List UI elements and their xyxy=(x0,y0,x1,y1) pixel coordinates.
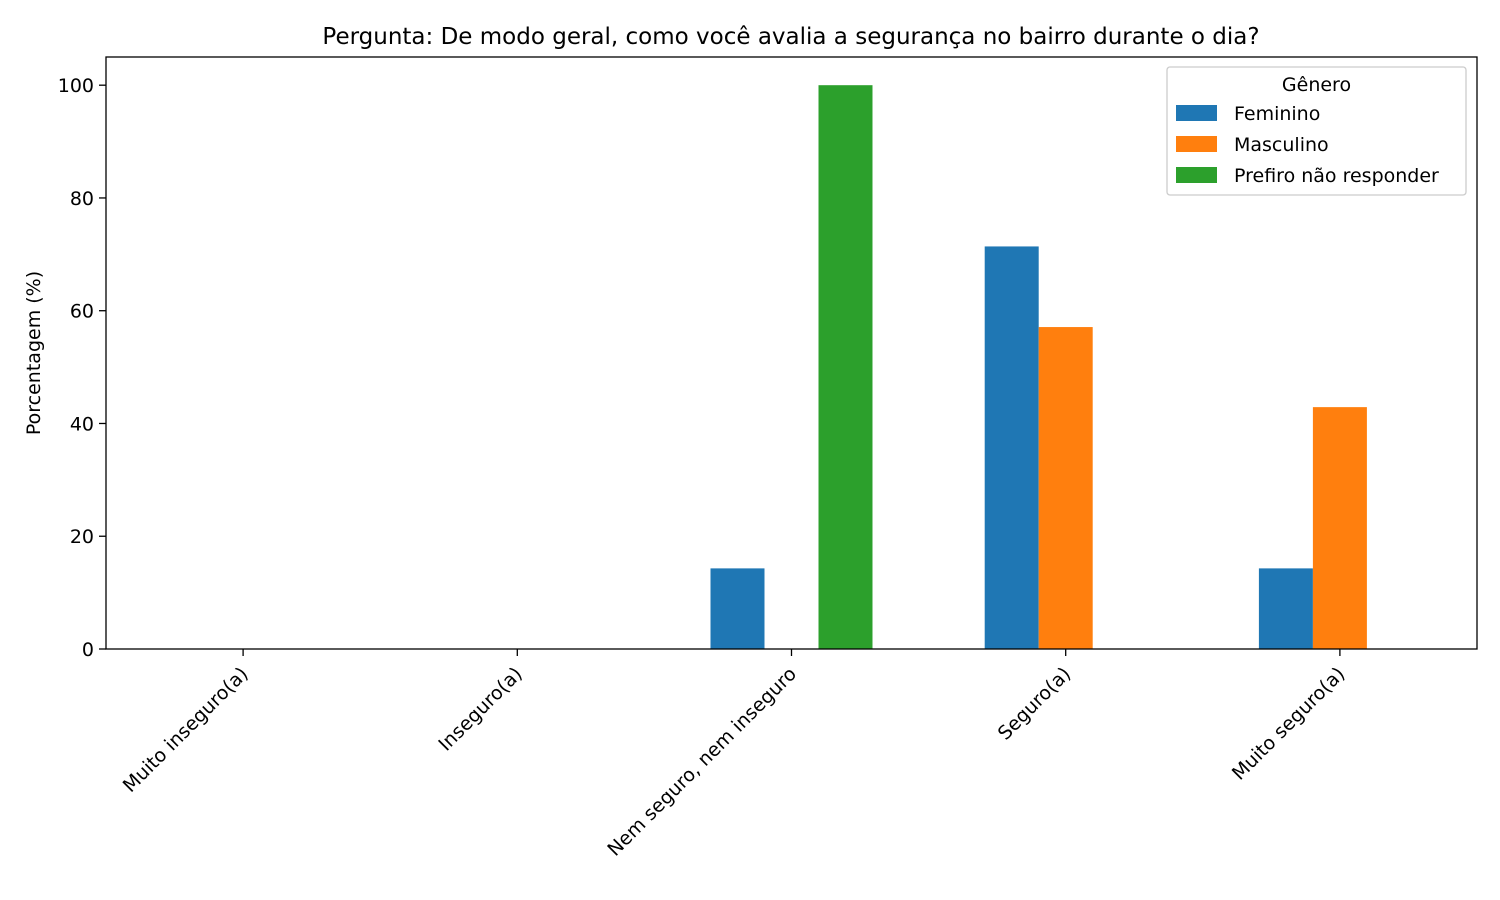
y-tick-label-80: 80 xyxy=(70,188,94,210)
x-tick-label-0: Muito inseguro(a) xyxy=(119,663,253,797)
y-tick-label-0: 0 xyxy=(82,639,94,661)
legend-swatch-2 xyxy=(1176,167,1217,183)
y-tick-label-60: 60 xyxy=(70,301,94,323)
legend-swatch-0 xyxy=(1176,105,1217,121)
bar-masculino-4 xyxy=(1312,407,1367,649)
x-tick-label-2: Nem seguro, nem inseguro xyxy=(603,663,801,861)
bar-feminino-4 xyxy=(1258,568,1313,649)
bar-feminino-2 xyxy=(710,568,765,649)
legend-label-0: Feminino xyxy=(1234,103,1320,125)
x-tick-label-3: Seguro(a) xyxy=(994,663,1076,745)
x-tick-label-4: Muito seguro(a) xyxy=(1228,663,1350,785)
y-tick-label-40: 40 xyxy=(70,413,94,435)
bar-feminino-3 xyxy=(984,246,1039,649)
legend-label-2: Prefiro não responder xyxy=(1234,165,1439,187)
bar-prefiro-n-o-responder-2 xyxy=(818,85,873,649)
legend-title: Gênero xyxy=(1282,74,1351,96)
x-tick-label-1: Inseguro(a) xyxy=(434,663,527,756)
legend-box xyxy=(1166,66,1467,196)
chart-title: Pergunta: De modo geral, como você avali… xyxy=(322,24,1259,50)
legend: Gênero Feminino Masculino Prefiro não respo… xyxy=(1166,66,1467,196)
y-axis-label: Porcentagem (%) xyxy=(23,271,45,435)
y-tick-label-100: 100 xyxy=(58,75,94,97)
bar-masculino-3 xyxy=(1038,327,1093,649)
legend-swatch-1 xyxy=(1176,136,1217,152)
y-tick-label-20: 20 xyxy=(70,526,94,548)
legend-label-1: Masculino xyxy=(1234,134,1329,156)
